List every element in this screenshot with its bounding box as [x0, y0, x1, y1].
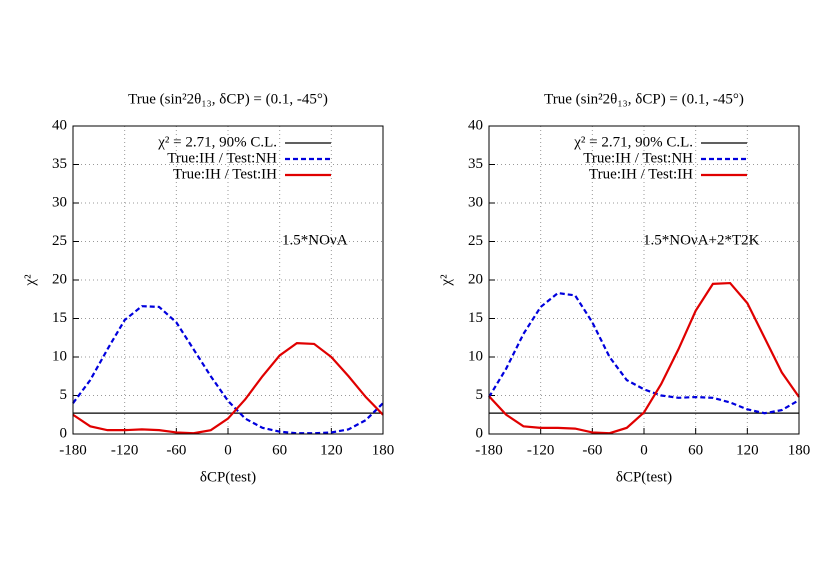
y-tick-label: 20: [468, 271, 483, 287]
x-tick-label: 120: [320, 442, 343, 458]
legend-label: True:IH / Test:IH: [173, 166, 277, 182]
x-axis-label: δCP(test): [616, 469, 672, 485]
y-tick-label: 10: [52, 348, 67, 364]
y-tick-label: 10: [468, 348, 483, 364]
y-axis-label: χ²: [438, 274, 454, 287]
chart-title: True (sin²2θ₁₃, δCP) = (0.1, -45°): [544, 91, 744, 107]
legend-label: True:IH / Test:NH: [167, 150, 277, 166]
y-tick-label: 15: [468, 310, 483, 326]
chart-title: True (sin²2θ₁₃, δCP) = (0.1, -45°): [128, 91, 328, 107]
x-tick-label: -60: [166, 442, 186, 458]
annotation: 1.5*NOνA+2*T2K: [643, 232, 760, 248]
x-tick-label: 120: [736, 442, 759, 458]
plot-frame: [72, 125, 384, 435]
y-tick-label: 25: [468, 233, 483, 249]
legend-label: True:IH / Test:IH: [589, 166, 693, 182]
y-tick-label: 30: [52, 194, 67, 210]
x-tick-label: -180: [475, 442, 503, 458]
y-tick-label: 40: [52, 117, 67, 133]
y-tick-label: 40: [468, 117, 483, 133]
y-tick-label: 5: [60, 387, 68, 403]
x-tick-label: 0: [640, 442, 648, 458]
annotation: 1.5*NOνA: [282, 232, 348, 248]
y-tick-label: 20: [52, 271, 67, 287]
x-tick-label: 0: [224, 442, 232, 458]
y-tick-label: 35: [52, 156, 67, 172]
plot-frame: [488, 125, 800, 435]
legend-label: χ² = 2.71, 90% C.L.: [157, 134, 277, 150]
y-tick-label: 0: [60, 425, 68, 441]
y-tick-label: 25: [52, 233, 67, 249]
x-tick-label: -120: [527, 442, 555, 458]
y-axis-label: χ²: [22, 274, 38, 287]
x-tick-label: 60: [688, 442, 703, 458]
curve: [72, 305, 384, 435]
x-tick-label: 180: [372, 442, 395, 458]
y-tick-label: 15: [52, 310, 67, 326]
y-tick-label: 5: [476, 387, 484, 403]
x-tick-label: 180: [788, 442, 811, 458]
legend-label: True:IH / Test:NH: [583, 150, 693, 166]
legend-label: χ² = 2.71, 90% C.L.: [573, 134, 693, 150]
x-axis-label: δCP(test): [200, 469, 256, 485]
y-tick-label: 30: [468, 194, 483, 210]
curve: [488, 281, 800, 435]
x-tick-label: -180: [59, 442, 87, 458]
curve: [488, 291, 800, 415]
curve: [72, 342, 384, 435]
x-tick-label: -60: [582, 442, 602, 458]
x-tick-label: -120: [111, 442, 139, 458]
y-tick-label: 0: [476, 425, 484, 441]
x-tick-label: 60: [272, 442, 287, 458]
y-tick-label: 35: [468, 156, 483, 172]
